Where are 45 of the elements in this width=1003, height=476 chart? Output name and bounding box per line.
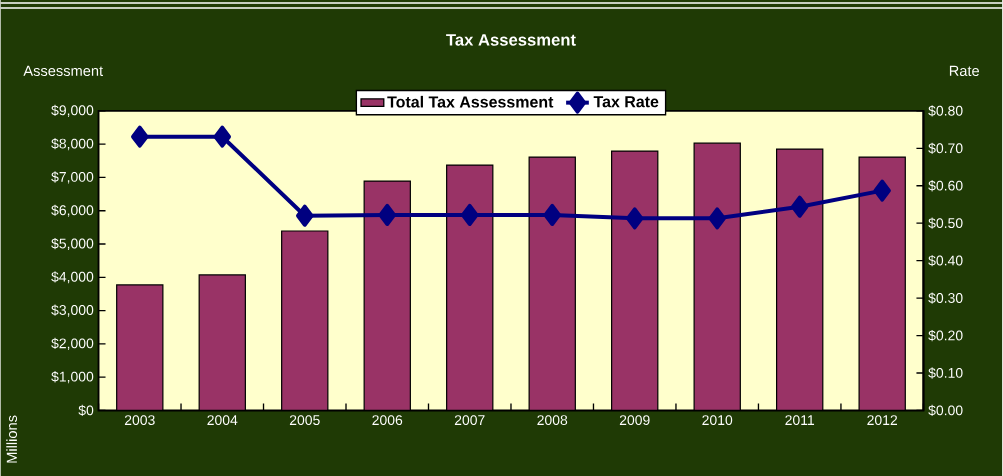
y-tick-label: $9,000	[51, 104, 94, 117]
y-tick-label: $5,000	[51, 237, 94, 250]
x-tick-label: 2008	[537, 414, 568, 425]
point	[461, 203, 479, 226]
y-axis-title: Assessment	[23, 65, 104, 76]
x-tick-label: 2003	[124, 414, 155, 425]
point	[708, 207, 726, 230]
x-tick-label: 2010	[702, 414, 733, 425]
y2-tick-label: $0.50	[928, 217, 963, 229]
text: Millions	[6, 415, 18, 463]
point	[296, 204, 314, 227]
point	[625, 207, 644, 230]
point	[131, 125, 149, 148]
y2-tick-label: $0.60	[928, 179, 963, 192]
y2-tick-label: $0.30	[928, 292, 963, 304]
y2-tick-label: $0.00	[928, 404, 963, 416]
y2-tick-label: $0.80	[928, 105, 963, 117]
y-tick-label: $0	[78, 404, 94, 416]
x-tick-label: 2012	[867, 414, 898, 425]
legend-label: Total Tax Assessment	[387, 95, 554, 108]
y-tick-label: $8,000	[51, 137, 94, 151]
x-tick-label: 2011	[785, 414, 815, 425]
y-tick-label: $4,000	[51, 271, 94, 284]
y-tick-label: $1,000	[51, 370, 94, 384]
point	[790, 195, 809, 218]
x-tick-label: 2007	[454, 414, 485, 425]
x-tick-label: 2006	[372, 414, 403, 425]
y-tick-label: $3,000	[51, 304, 94, 317]
point	[543, 203, 561, 226]
legend-label: Tax Rate	[593, 95, 659, 108]
x-tick-label: 2005	[289, 414, 320, 425]
y2-axis-title: Rate	[949, 65, 980, 76]
y-tick-label: $2,000	[51, 337, 94, 350]
y2-tick-label: $0.10	[928, 367, 963, 379]
point	[378, 203, 396, 226]
y-tick-label: $6,000	[51, 204, 94, 217]
point	[213, 125, 232, 148]
y2-tick-label: $0.20	[928, 329, 963, 342]
chart-title: Tax Assessment	[446, 33, 576, 46]
x-tick-label: 2004	[207, 414, 238, 425]
x-tick-label: 2009	[619, 414, 650, 425]
y2-tick-label: $0.70	[928, 142, 963, 154]
point	[873, 179, 891, 202]
y2-tick-label: $0.40	[928, 254, 963, 267]
y-tick-label: $7,000	[51, 171, 94, 184]
